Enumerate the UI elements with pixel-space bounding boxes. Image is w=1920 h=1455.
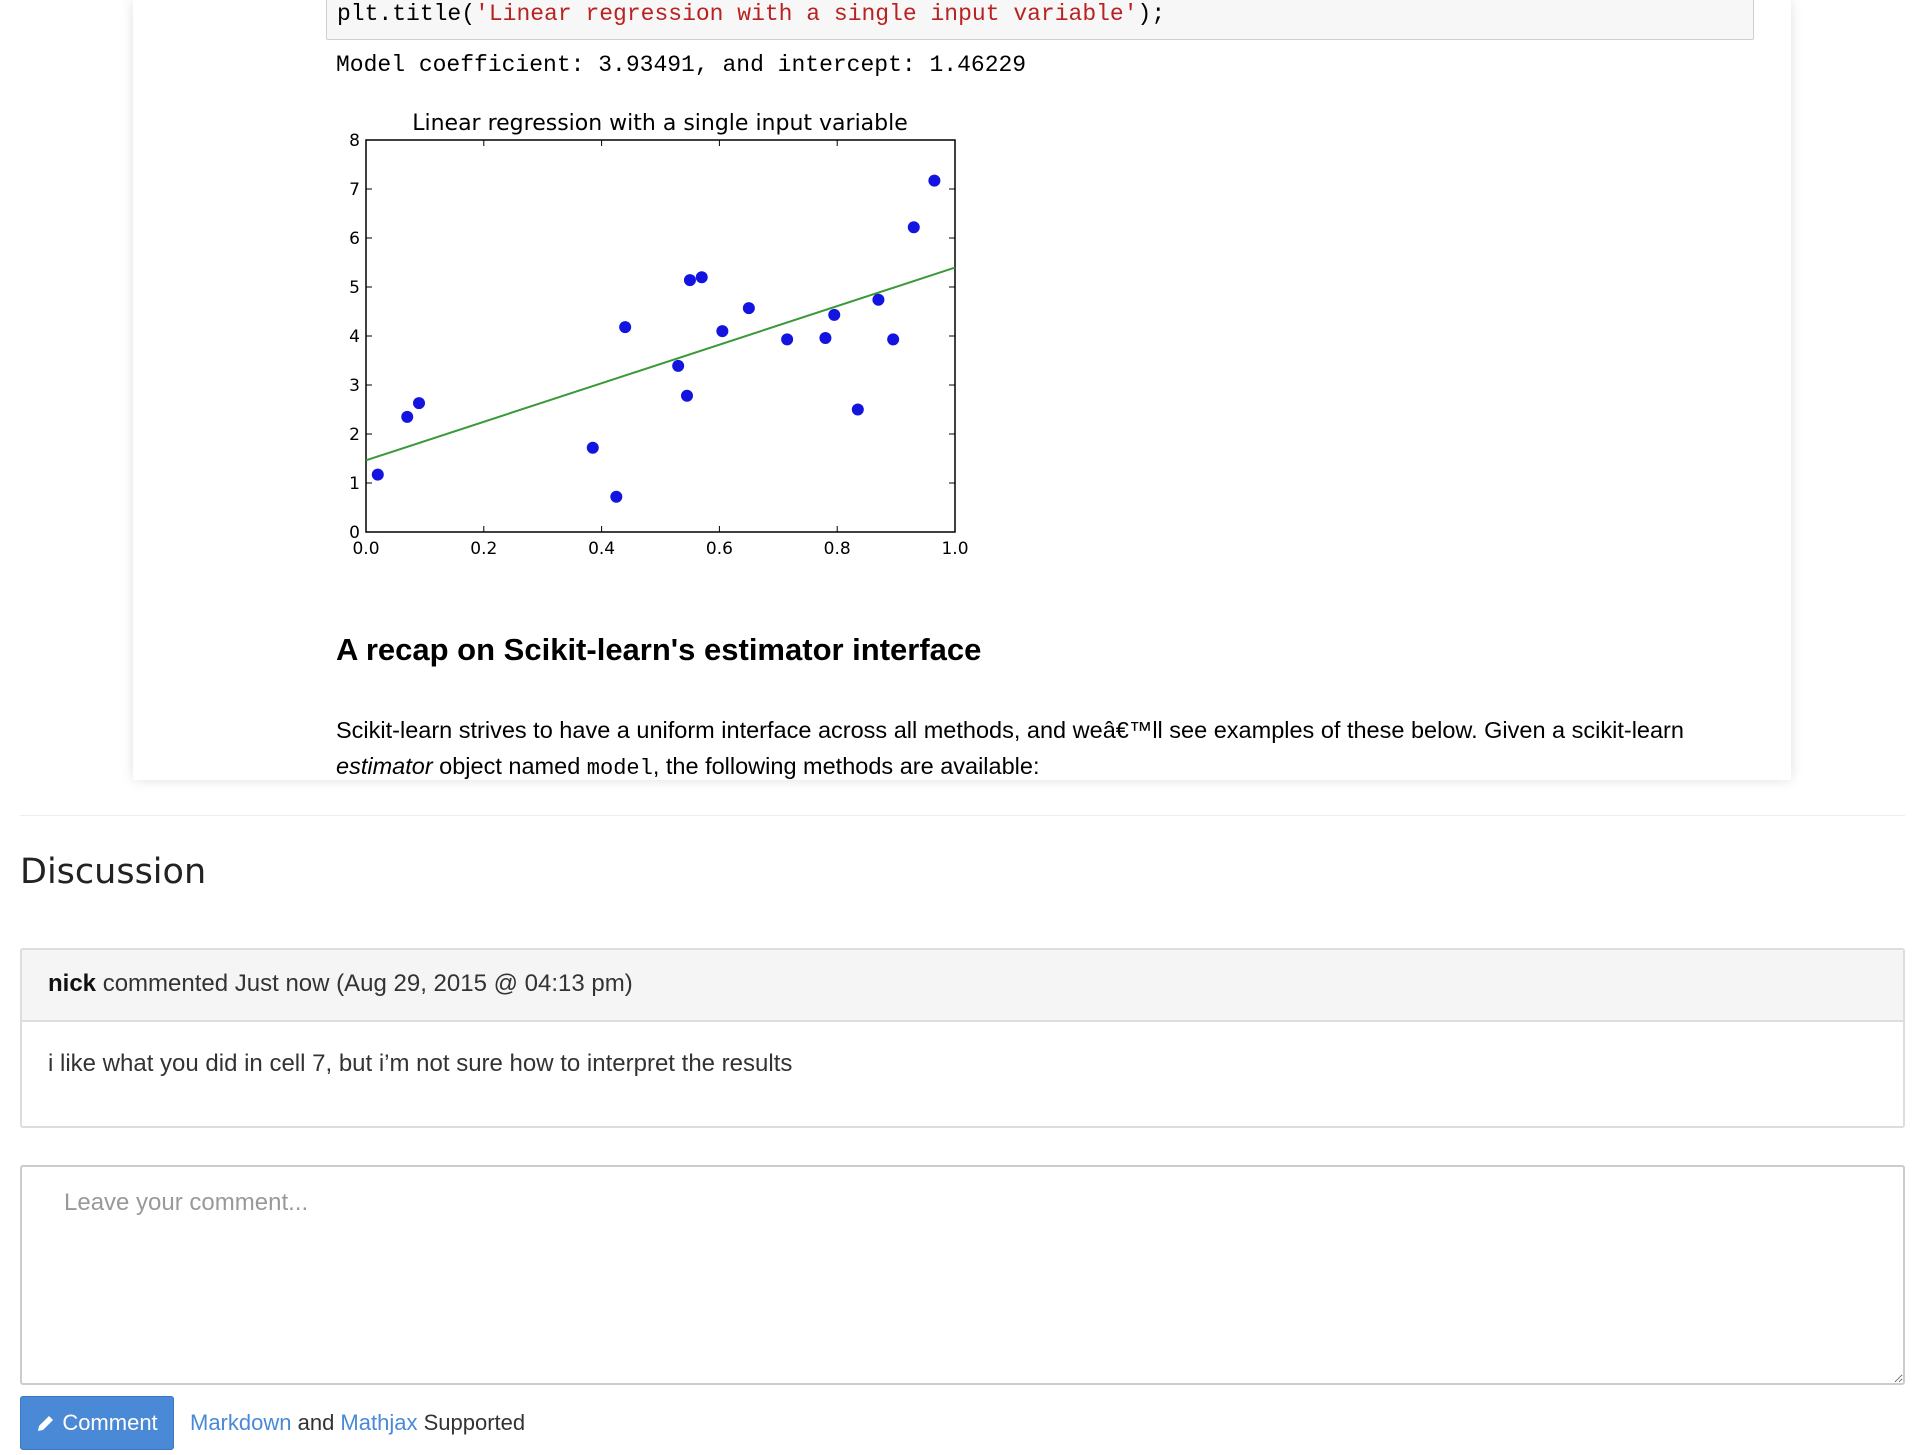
comment-header: nick commented Just now (Aug 29, 2015 @ …: [22, 950, 1903, 1022]
data-point: [872, 293, 885, 306]
data-point: [781, 333, 794, 346]
data-point: [851, 403, 864, 416]
text: Supported: [417, 1410, 526, 1435]
data-point: [371, 468, 384, 481]
data-point: [619, 321, 632, 334]
data-point: [672, 359, 685, 372]
y-tick-label: 8: [349, 131, 360, 151]
chart-title: Linear regression with a single input va…: [412, 111, 908, 136]
data-point: [887, 333, 900, 346]
text: and: [291, 1410, 341, 1435]
x-tick-label: 0.0: [352, 539, 379, 559]
comment-input[interactable]: [20, 1165, 1905, 1385]
y-tick-label: 6: [349, 229, 360, 249]
inline-code: model: [586, 756, 653, 781]
data-point: [695, 271, 708, 284]
comment-button[interactable]: Comment: [20, 1396, 174, 1450]
divider: [20, 815, 1905, 816]
text: Scikit-learn strives to have a uniform i…: [336, 717, 1684, 743]
pencil-icon: [38, 1416, 54, 1431]
data-point: [928, 174, 941, 187]
plot-frame: [365, 139, 956, 533]
data-point: [907, 221, 920, 234]
data-point: [742, 302, 755, 315]
data-point: [401, 410, 414, 423]
code-cell[interactable]: plt.title('Linear regression with a sing…: [326, 0, 1754, 40]
data-point: [681, 389, 694, 402]
y-tick-label: 0: [349, 523, 360, 543]
x-tick-label: 0.6: [706, 539, 733, 559]
code-string: 'Linear regression with a single input v…: [475, 1, 1138, 27]
section-paragraph: Scikit-learn strives to have a uniform i…: [336, 712, 1736, 787]
x-tick-label: 0.4: [588, 539, 615, 559]
data-point: [819, 331, 832, 344]
x-tick-label: 0.2: [470, 539, 497, 559]
data-point: [413, 397, 426, 410]
mathjax-link[interactable]: Mathjax: [340, 1410, 418, 1435]
data-point: [716, 325, 729, 338]
code-text: );: [1137, 1, 1166, 27]
x-tick-label: 0.8: [824, 539, 851, 559]
discussion-title: Discussion: [20, 852, 207, 892]
data-point: [828, 308, 841, 321]
comment-meta: commented Just now (Aug 29, 2015 @ 04:13…: [96, 970, 633, 997]
cell-output: Model coefficient: 3.93491, and intercep…: [336, 52, 1027, 78]
comment-panel: nick commented Just now (Aug 29, 2015 @ …: [20, 948, 1905, 1128]
em-text: estimator: [336, 753, 433, 779]
y-tick-label: 1: [349, 474, 360, 494]
y-tick-label: 7: [349, 180, 360, 200]
y-tick-label: 3: [349, 376, 360, 396]
markdown-link[interactable]: Markdown: [190, 1410, 292, 1435]
data-point: [610, 490, 623, 503]
notebook-container: [133, 0, 1791, 780]
regression-line: [365, 266, 956, 462]
code-text: plt.title(: [337, 1, 476, 27]
text: object named: [432, 753, 587, 779]
comment-body: i like what you did in cell 7, but i’m n…: [48, 1050, 793, 1077]
comment-author[interactable]: nick: [48, 970, 97, 997]
scatter-chart: Linear regression with a single input va…: [349, 111, 968, 559]
x-tick-label: 1.0: [941, 539, 968, 559]
y-tick-label: 2: [349, 425, 360, 445]
button-label: Comment: [62, 1410, 158, 1435]
formatting-help: Markdown and Mathjax Supported: [190, 1410, 525, 1436]
data-point: [586, 441, 599, 454]
section-heading: A recap on Scikit-learn's estimator inte…: [336, 632, 982, 667]
data-point: [683, 274, 696, 287]
y-tick-label: 4: [349, 327, 360, 347]
y-tick-label: 5: [349, 278, 360, 298]
text: , the following methods are available:: [652, 753, 1040, 779]
